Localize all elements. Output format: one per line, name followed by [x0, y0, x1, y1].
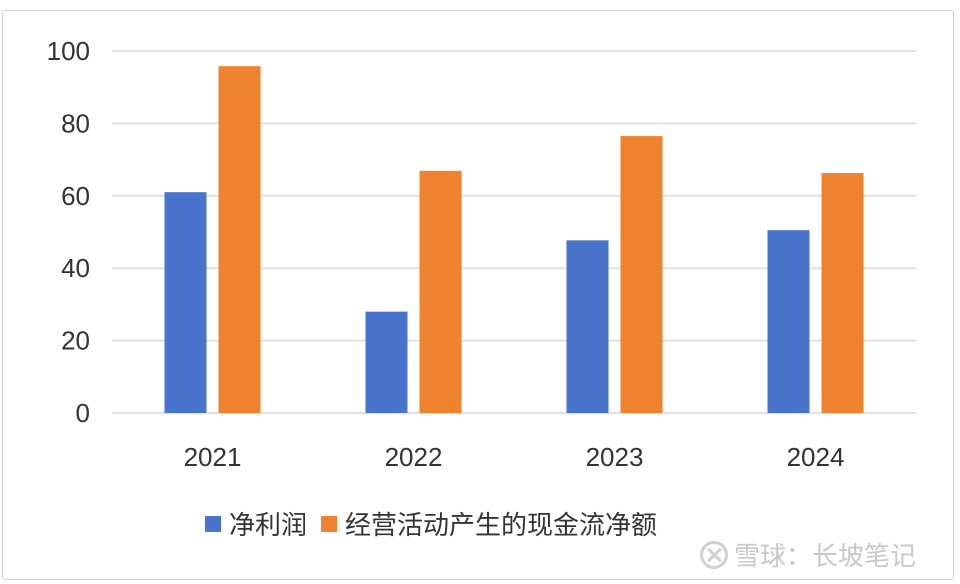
x-tick-label: 2024: [787, 442, 845, 472]
y-tick-label: 80: [61, 108, 90, 138]
chart-frame: [2, 10, 954, 580]
bar-2022-series-2: [419, 170, 462, 413]
bar-2024-series-1: [767, 230, 810, 413]
y-tick-label: 0: [76, 398, 90, 428]
bar-2022-series-1: [365, 311, 408, 413]
y-tick-label: 100: [47, 36, 90, 66]
watermark: 雪球：长坡笔记: [700, 536, 916, 573]
snowball-logo-icon: [700, 540, 728, 569]
legend-label: 净利润: [229, 511, 307, 541]
legend-swatch: [321, 516, 338, 532]
bar-2024-series-2: [821, 172, 864, 413]
y-tick-label: 40: [61, 253, 90, 283]
x-tick-label: 2023: [586, 442, 644, 472]
x-tick-label: 2022: [385, 442, 443, 472]
y-tick-label: 20: [61, 326, 90, 356]
bar-2021-series-1: [164, 192, 207, 413]
x-tick-label: 2021: [184, 442, 242, 472]
bar-2023-series-2: [620, 136, 663, 413]
watermark-text: 雪球：长坡笔记: [734, 542, 917, 572]
bar-2023-series-1: [566, 240, 609, 413]
legend-label: 经营活动产生的现金流净额: [345, 511, 657, 541]
bar-2021-series-2: [218, 66, 261, 413]
y-tick-label: 60: [61, 181, 90, 211]
legend-swatch: [205, 516, 221, 532]
